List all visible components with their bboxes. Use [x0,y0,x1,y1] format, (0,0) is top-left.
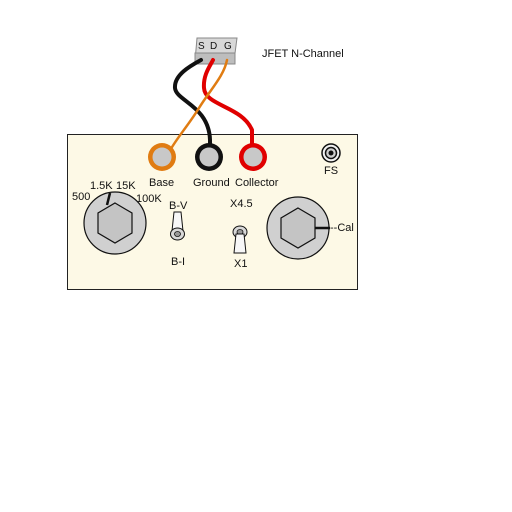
range-label-15k: 15K [116,180,136,192]
red-lead-wire [201,58,254,160]
switch-bv-top-label: B-V [169,200,188,212]
collector-jack[interactable] [239,143,267,171]
black-lead-wire [173,58,212,160]
bv-bi-toggle-switch[interactable] [170,211,185,241]
ground-jack[interactable] [195,143,223,171]
orange-lead-wire [166,58,229,156]
pin-label-s: S [198,41,205,52]
calibration-knob[interactable] [266,196,330,260]
range-label-1-5k: 1.5K [90,180,113,192]
pin-label-g: G [224,41,232,52]
switch-gain-bottom-label: X1 [234,258,247,270]
fs-jack[interactable] [321,143,341,163]
cal-label: --Cal [330,222,354,234]
transistor-type-label: JFET N-Channel [262,48,344,60]
transistor-package: S D G [194,37,238,65]
fs-label: FS [324,165,338,177]
switch-gain-top-label: X4.5 [230,198,253,210]
range-label-100k: 100K [136,193,162,205]
range-selector-knob[interactable] [83,191,147,255]
pin-label-d: D [210,41,217,52]
range-pointer [105,192,112,206]
range-label-500: 500 [72,191,90,203]
base-jack[interactable] [148,143,176,171]
gain-toggle-switch[interactable] [232,225,248,254]
ground-label: Ground [193,177,230,189]
collector-label: Collector [235,177,279,189]
base-label: Base [149,177,174,189]
switch-bv-bottom-label: B-I [171,256,185,268]
